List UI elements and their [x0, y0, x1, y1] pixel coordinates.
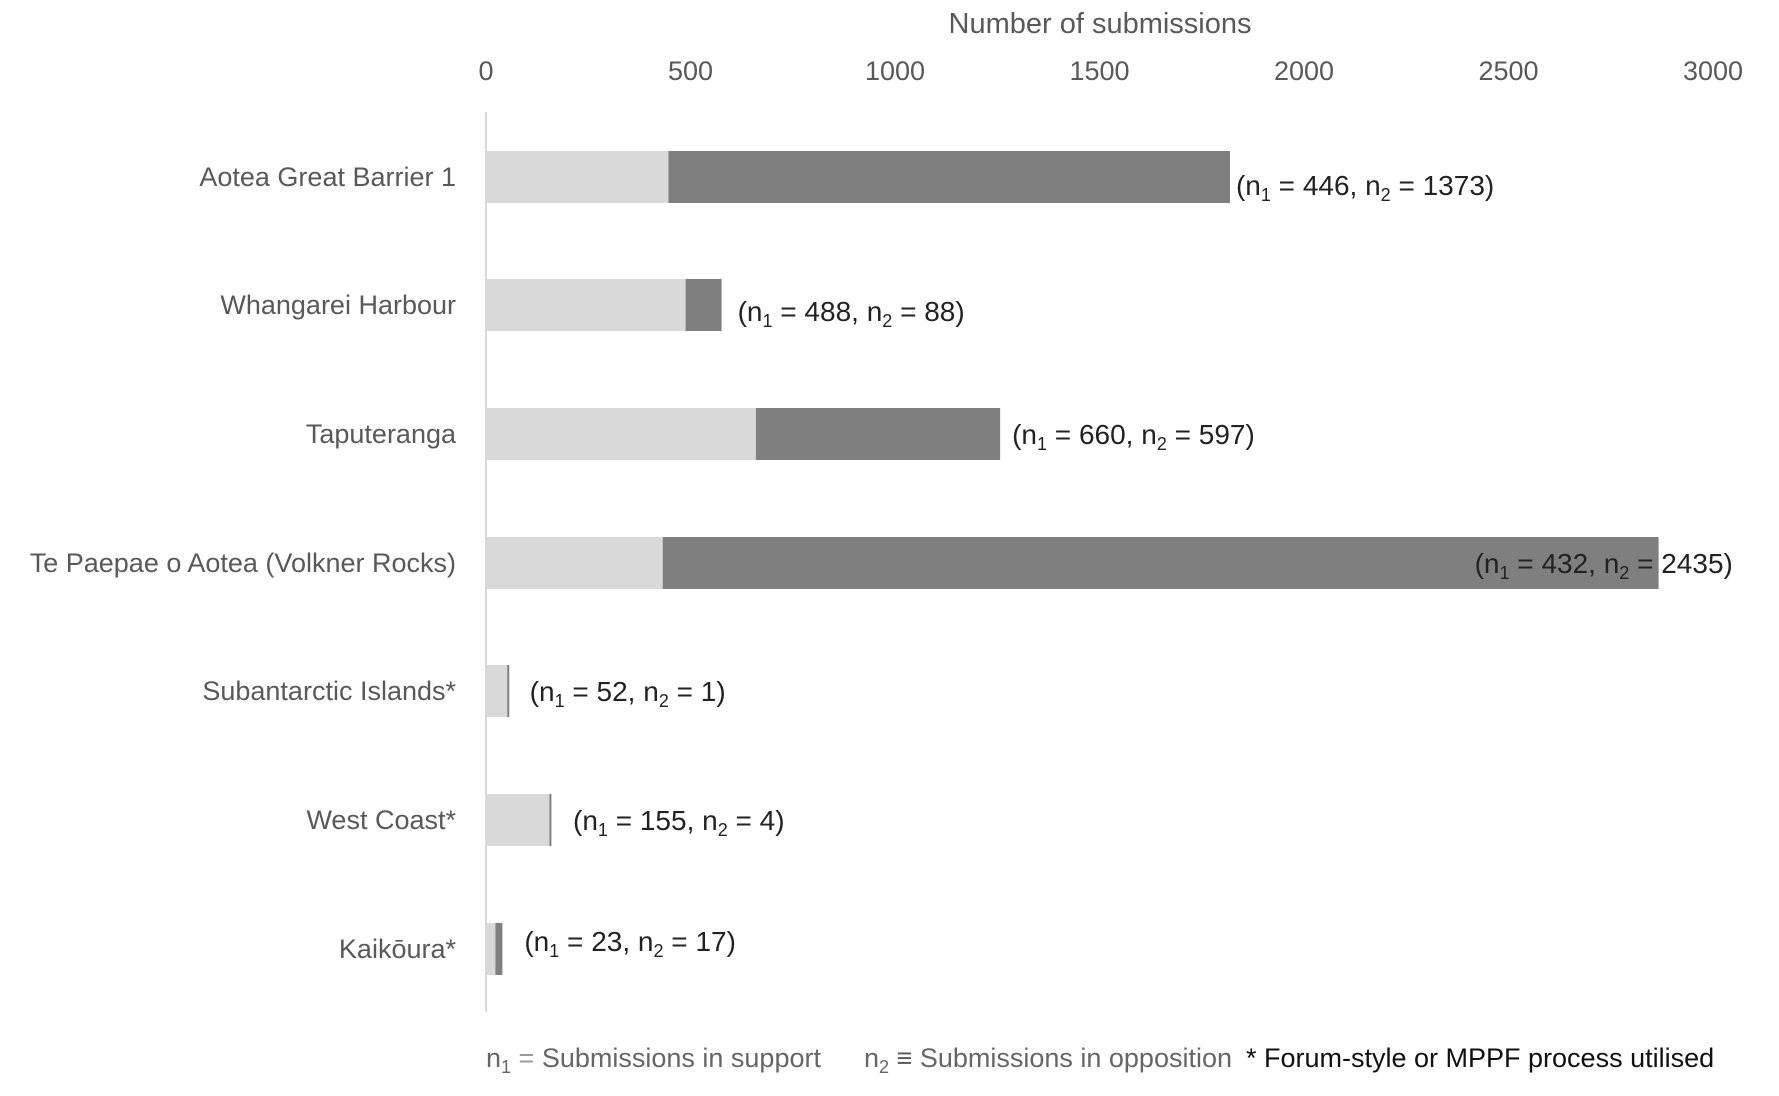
bar-support: [486, 408, 756, 460]
data-label: (n1 = 155, n2 = 4): [573, 805, 785, 840]
data-label: (n1 = 52, n2 = 1): [530, 676, 726, 711]
x-tick-label: 2500: [1478, 56, 1538, 86]
legend-note: * Forum-style or MPPF process utilised: [1246, 1043, 1714, 1073]
opposition-count: 2435: [1661, 548, 1723, 579]
bar-support: [486, 665, 508, 717]
category-label: Whangarei Harbour: [220, 290, 456, 320]
data-label: (n1 = 446, n2 = 1373): [1236, 170, 1494, 205]
opposition-count: 17: [695, 926, 726, 957]
bar-support: [486, 537, 663, 589]
x-tick-label: 1500: [1069, 56, 1129, 86]
category-label: Kaikōura*: [339, 934, 457, 964]
category-labels-group: Aotea Great Barrier 1 Whangarei Harbour Ta…: [30, 162, 457, 964]
bar-opposition: [662, 537, 1659, 589]
opposition-count: 1373: [1423, 170, 1485, 201]
bar-support: [486, 923, 496, 975]
bar-opposition: [755, 408, 1001, 460]
category-label: Subantarctic Islands*: [202, 676, 456, 706]
bars-group: [486, 151, 1659, 975]
opposition-count: 4: [760, 805, 776, 836]
x-tick-label: 3000: [1683, 56, 1743, 86]
x-axis-title: Number of submissions: [949, 8, 1252, 40]
support-count: 155: [640, 805, 687, 836]
data-label: (n1 = 488, n2 = 88): [738, 296, 965, 331]
legend-item-label: n1 = Submissions in support: [486, 1043, 821, 1077]
bar-support: [486, 151, 669, 203]
data-label: (n1 = 23, n2 = 17): [524, 926, 736, 961]
x-axis-ticks: 0 500 1000 1500 2000 2500 3000: [478, 56, 1743, 86]
support-count: 52: [597, 676, 628, 707]
x-tick-label: 500: [668, 56, 713, 86]
category-label: Taputeranga: [306, 419, 457, 449]
opposition-count: 1: [701, 676, 717, 707]
bar-opposition: [495, 923, 503, 975]
support-count: 660: [1079, 419, 1126, 450]
data-label: (n1 = 660, n2 = 597): [1012, 419, 1255, 454]
x-tick-label: 1000: [865, 56, 925, 86]
bar-support: [486, 794, 550, 846]
support-count: 446: [1303, 170, 1350, 201]
opposition-count: 88: [924, 296, 955, 327]
legend-item-label: n2 ≡ Submissions in opposition: [864, 1043, 1232, 1077]
x-tick-label: 2000: [1274, 56, 1334, 86]
data-label: (n1 = 432, n2 = 2435): [1475, 548, 1733, 583]
bar-opposition: [685, 279, 722, 331]
category-label: Aotea Great Barrier 1: [199, 162, 456, 192]
legend: n1 = Submissions in support n2 ≡ Submissi…: [486, 1043, 1714, 1077]
support-count: 432: [1541, 548, 1588, 579]
category-label: Te Paepae o Aotea (Volkner Rocks): [30, 548, 456, 578]
bar-support: [486, 279, 686, 331]
opposition-count: 597: [1199, 419, 1246, 450]
x-tick-label: 0: [478, 56, 493, 86]
bar-opposition: [549, 794, 552, 846]
support-count: 488: [804, 296, 851, 327]
category-label: West Coast*: [306, 805, 456, 835]
bar-opposition: [507, 665, 510, 717]
data-labels-group: (n1 = 446, n2 = 1373) (n1 = 488, n2 = 88)…: [524, 170, 1733, 961]
bar-opposition: [668, 151, 1230, 203]
support-count: 23: [591, 926, 622, 957]
